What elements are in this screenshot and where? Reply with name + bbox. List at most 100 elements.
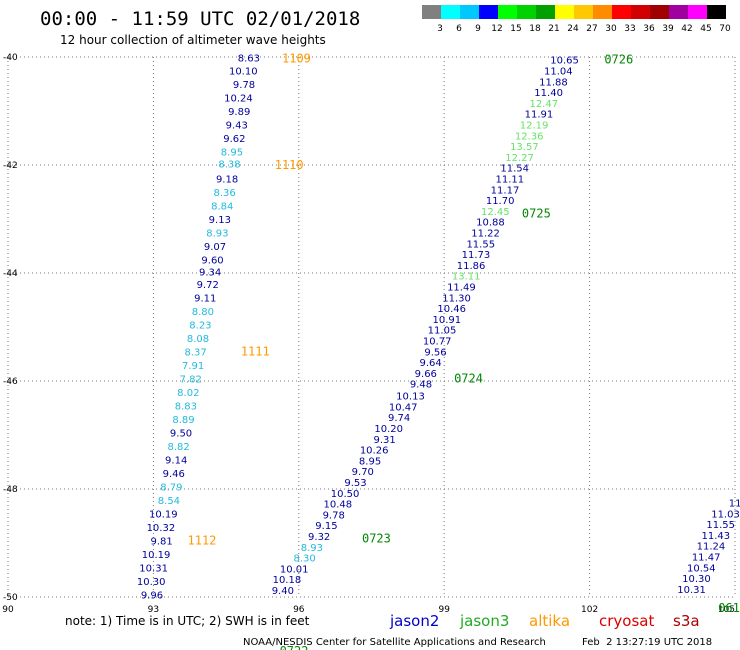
x-tick-label: 102: [581, 605, 598, 615]
wave-height-value: 8.82: [167, 442, 189, 453]
wave-height-value: 10.01: [280, 564, 309, 575]
wave-height-value: 8.54: [158, 496, 180, 507]
colorbar-label: 21: [548, 24, 559, 34]
wave-height-value: 10.10: [229, 67, 258, 78]
wave-height-value: 9.56: [424, 347, 446, 358]
wave-height-value: 9.81: [151, 536, 173, 547]
pass-time-label: 0725: [522, 207, 551, 221]
colorbar-label: 39: [662, 24, 674, 34]
wave-height-value: 8.08: [187, 334, 209, 345]
chart-title: 00:00 - 11:59 UTC 02/01/2018: [40, 8, 360, 30]
wave-height-value: 11.: [729, 499, 740, 510]
wave-height-value: 9.78: [323, 510, 345, 521]
x-tick-label: 96: [293, 605, 305, 615]
wave-height-value: 9.89: [228, 107, 250, 118]
wave-height-value: 9.78: [233, 80, 255, 91]
wave-height-value: 10.31: [677, 585, 706, 596]
wave-height-value: 9.31: [373, 435, 395, 446]
colorbar-label: 18: [529, 24, 541, 34]
wave-height-value: 11.55: [706, 520, 735, 531]
wave-height-value: 9.66: [415, 369, 437, 380]
colorbar-swatch: [669, 5, 688, 19]
colorbar-label: 36: [643, 24, 655, 34]
x-tick-label: 99: [438, 605, 450, 615]
satellite-legend: jason2 jason3 altika cryosat s3a: [389, 612, 700, 630]
legend-cryosat: cryosat: [599, 612, 654, 630]
wave-height-value: 10.20: [374, 424, 403, 435]
colorbar-label: 33: [624, 24, 635, 34]
wave-height-value: 9.18: [216, 175, 238, 186]
wave-height-value: 11.55: [466, 239, 495, 250]
colorbar-swatch: [650, 5, 669, 19]
legend-altika: altika: [529, 612, 570, 630]
colorbar-swatch: [517, 5, 536, 19]
colorbar-label: 15: [510, 24, 521, 34]
wave-height-value: 10.48: [323, 500, 352, 511]
wave-height-value: 8.30: [293, 554, 315, 565]
colorbar-label: 24: [567, 24, 579, 34]
y-tick-label: -40: [3, 53, 18, 63]
colorbar-swatch: [612, 5, 631, 19]
colorbar-label: 12: [491, 24, 502, 34]
wave-height-value: 10.19: [142, 550, 171, 561]
wave-height-value: 12.36: [515, 131, 544, 142]
grid: [7, 56, 736, 598]
wave-height-values: 8.6310.109.7810.249.899.439.628.958.389.…: [137, 54, 740, 602]
wave-height-value: 8.23: [189, 320, 211, 331]
wave-height-value: 9.74: [388, 413, 410, 424]
wave-height-value: 8.93: [206, 229, 228, 240]
wave-height-value: 9.64: [420, 358, 442, 369]
wave-height-value: 12.45: [481, 207, 510, 218]
colorbar-swatch: [631, 5, 650, 19]
colorbar-swatch: [441, 5, 460, 19]
wave-height-value: 10.47: [389, 402, 418, 413]
wave-height-value: 8.95: [359, 456, 381, 467]
wave-height-value: 8.36: [214, 188, 236, 199]
wave-height-value: 11.91: [525, 110, 554, 121]
wave-height-value: 8.89: [172, 415, 194, 426]
wave-height-value: 9.14: [165, 455, 187, 466]
wave-height-value: 9.50: [170, 428, 192, 439]
wave-height-value: 9.13: [209, 215, 231, 226]
colorbar-swatch: [479, 5, 498, 19]
wave-height-value: 10.46: [437, 304, 466, 315]
y-tick-label: -48: [3, 485, 18, 495]
wave-height-value: 11.88: [539, 77, 568, 88]
wave-height-value: 9.32: [308, 532, 330, 543]
colorbar-swatch: [536, 5, 555, 19]
y-tick-label: -44: [3, 269, 18, 279]
wave-height-value: 11.17: [491, 185, 520, 196]
wave-height-value: 11.30: [442, 293, 471, 304]
wave-height-value: 9.62: [223, 134, 245, 145]
wave-height-value: 9.46: [163, 469, 185, 480]
pass-time-label: 1112: [188, 533, 217, 547]
pass-times: 1109 1110 1111 1112 0726 0725 0724 0723 0722 0617: [188, 52, 740, 650]
wave-height-value: 9.07: [204, 242, 226, 253]
colorbar-swatch: [498, 5, 517, 19]
wave-height-value: 11.54: [500, 164, 529, 175]
wave-height-value: 11.11: [496, 175, 525, 186]
wave-height-value: 9.70: [352, 467, 374, 478]
wave-height-value: 11.24: [697, 542, 726, 553]
wave-height-value: 9.15: [315, 521, 337, 532]
wave-height-value: 10.88: [476, 218, 505, 229]
wave-height-value: 10.32: [147, 523, 176, 534]
wave-height-value: 9.11: [194, 293, 216, 304]
wave-height-value: 12.47: [529, 99, 558, 110]
wave-height-value: 11.73: [462, 250, 491, 261]
footer-credit: NOAA/NESDIS Center for Satellite Applica…: [243, 637, 546, 648]
wave-height-value: 10.54: [687, 563, 716, 574]
wave-height-value: 10.50: [331, 489, 360, 500]
y-tick-label: -46: [3, 377, 18, 387]
wave-height-value: 10.13: [396, 392, 425, 403]
colorbar-label: 30: [605, 24, 617, 34]
wave-height-value: 11.70: [486, 196, 515, 207]
wave-height-value: 10.26: [360, 446, 389, 457]
colorbar-label: 6: [456, 24, 462, 34]
wave-height-value: 7.82: [180, 374, 202, 385]
wave-height-value: 9.40: [272, 586, 294, 597]
colorbar-label: 3: [437, 24, 443, 34]
wave-height-value: 9.72: [197, 280, 219, 291]
legend-s3a: s3a: [673, 612, 700, 630]
